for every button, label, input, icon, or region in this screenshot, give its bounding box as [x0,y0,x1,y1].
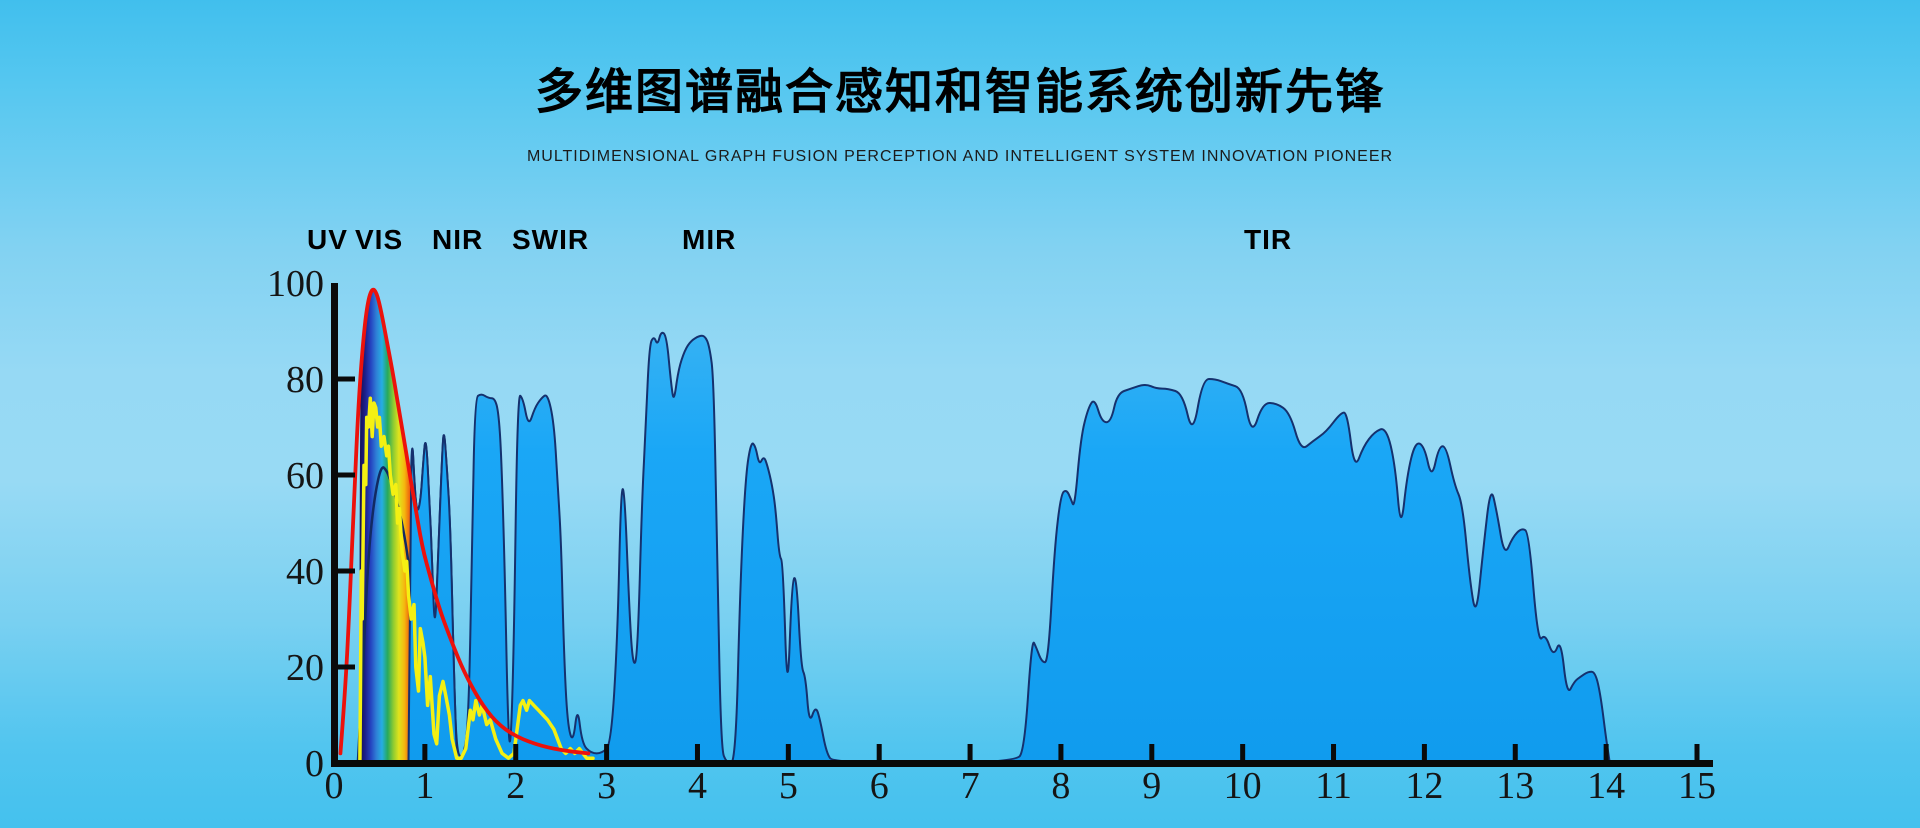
x-tick-label: 1 [415,765,434,807]
band-label-uv: UV [307,224,348,255]
transmission-left-cluster [407,434,459,764]
x-tick-label: 13 [1496,765,1534,807]
band-label-vis: VIS [355,224,404,255]
y-axis-tick [338,472,355,478]
x-tick-label: 8 [1051,765,1070,807]
y-axis-tick [338,568,355,574]
y-axis-tick [338,664,355,670]
x-tick-label: 9 [1142,765,1161,807]
band-label-mir: MIR [682,224,737,255]
x-tick-label: 4 [688,765,707,807]
y-axis-line [331,283,338,767]
x-axis-line [331,760,1713,767]
x-axis-tick [604,744,610,763]
y-tick-label: 0 [305,743,324,785]
rainbow-spectrum-region [359,289,414,763]
y-tick-label: 60 [286,455,324,497]
x-tick-label: 2 [506,765,525,807]
x-tick-label: 6 [870,765,889,807]
y-tick-label: 40 [286,551,324,593]
x-axis-tick [513,744,519,763]
x-tick-label: 7 [961,765,980,807]
x-axis-tick [967,744,973,763]
band-label-tir: TIR [1244,224,1293,255]
x-tick-label: 12 [1405,765,1443,807]
x-axis-tick [876,744,882,763]
band-label-swir: SWIR [512,224,590,255]
x-axis-tick [422,744,428,763]
page-title: 多维图谱融合感知和智能系统创新先锋 [534,66,1385,119]
x-axis-tick [1058,744,1064,763]
x-axis-tick [1331,744,1337,763]
band-label-nir: NIR [432,224,484,255]
page-subtitle: MULTIDIMENSIONAL GRAPH FUSION PERCEPTION… [526,148,1394,165]
y-tick-label: 80 [286,359,324,401]
solar-ground-curve [358,396,595,765]
x-tick-label: 0 [325,765,344,807]
blackbody-envelope-curve [338,287,591,756]
x-axis-tick [1240,744,1246,763]
x-tick-label: 14 [1587,765,1625,807]
x-axis-tick [785,744,791,763]
x-tick-label: 10 [1224,765,1262,807]
x-axis-tick [1512,744,1518,763]
y-tick-label: 20 [286,647,324,689]
x-tick-label: 3 [597,765,616,807]
x-axis-tick [1603,744,1609,763]
x-tick-label: 11 [1315,765,1352,807]
x-axis-tick [1149,744,1155,763]
x-axis-tick [694,744,700,763]
y-axis-tick [338,376,355,382]
x-axis-tick [1421,744,1427,763]
x-axis-tick [1694,744,1700,763]
x-tick-label: 5 [779,765,798,807]
x-tick-label: 15 [1678,765,1716,807]
transmission-area [356,331,1611,764]
y-tick-label: 100 [267,263,324,305]
